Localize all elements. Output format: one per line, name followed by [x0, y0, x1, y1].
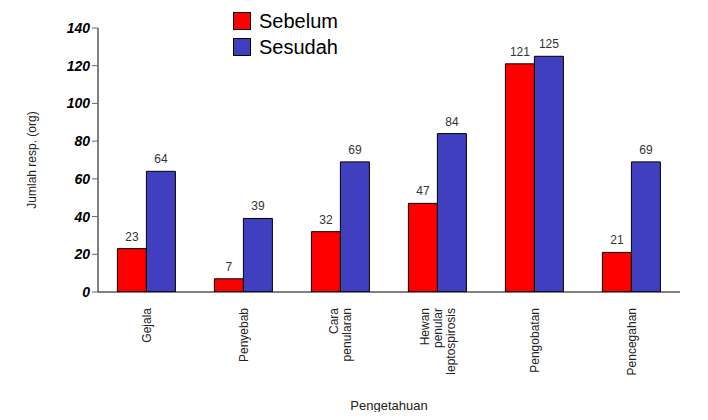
svg-text:40: 40	[73, 209, 90, 225]
svg-text:Hewanpenularleptospirosis: Hewanpenularleptospirosis	[418, 308, 458, 375]
svg-text:69: 69	[639, 143, 653, 157]
svg-text:125: 125	[539, 37, 559, 51]
svg-text:Jumlah resp. (org): Jumlah resp. (org)	[25, 111, 39, 208]
svg-text:Pencegahan: Pencegahan	[625, 308, 639, 375]
html-text:Sesudah: Sesudah	[259, 35, 338, 58]
svg-text:Carapenularan: Carapenularan	[327, 308, 354, 362]
svg-text:39: 39	[251, 199, 265, 213]
html-text:Sebelum: Sebelum	[259, 9, 338, 32]
svg-text:Penyebab: Penyebab	[237, 308, 251, 362]
svg-text:21: 21	[610, 233, 624, 247]
svg-text:120: 120	[67, 58, 91, 74]
svg-text:7: 7	[226, 260, 233, 274]
svg-text:47: 47	[416, 184, 430, 198]
svg-text:Pengetahuan: Pengetahuan	[350, 398, 427, 412]
svg-text:0: 0	[82, 284, 90, 300]
svg-text:69: 69	[348, 143, 362, 157]
svg-text:32: 32	[319, 213, 333, 227]
svg-text:Pengobatan: Pengobatan	[528, 308, 542, 373]
svg-text:100: 100	[67, 95, 91, 111]
svg-text:84: 84	[445, 115, 459, 129]
svg-text:140: 140	[67, 20, 91, 36]
svg-text:80: 80	[74, 133, 90, 149]
svg-text:60: 60	[74, 171, 90, 187]
svg-text:Gejala: Gejala	[140, 308, 154, 343]
svg-text:64: 64	[154, 152, 168, 166]
svg-text:20: 20	[73, 246, 90, 262]
svg-text:121: 121	[510, 45, 530, 59]
svg-text:23: 23	[125, 230, 139, 244]
